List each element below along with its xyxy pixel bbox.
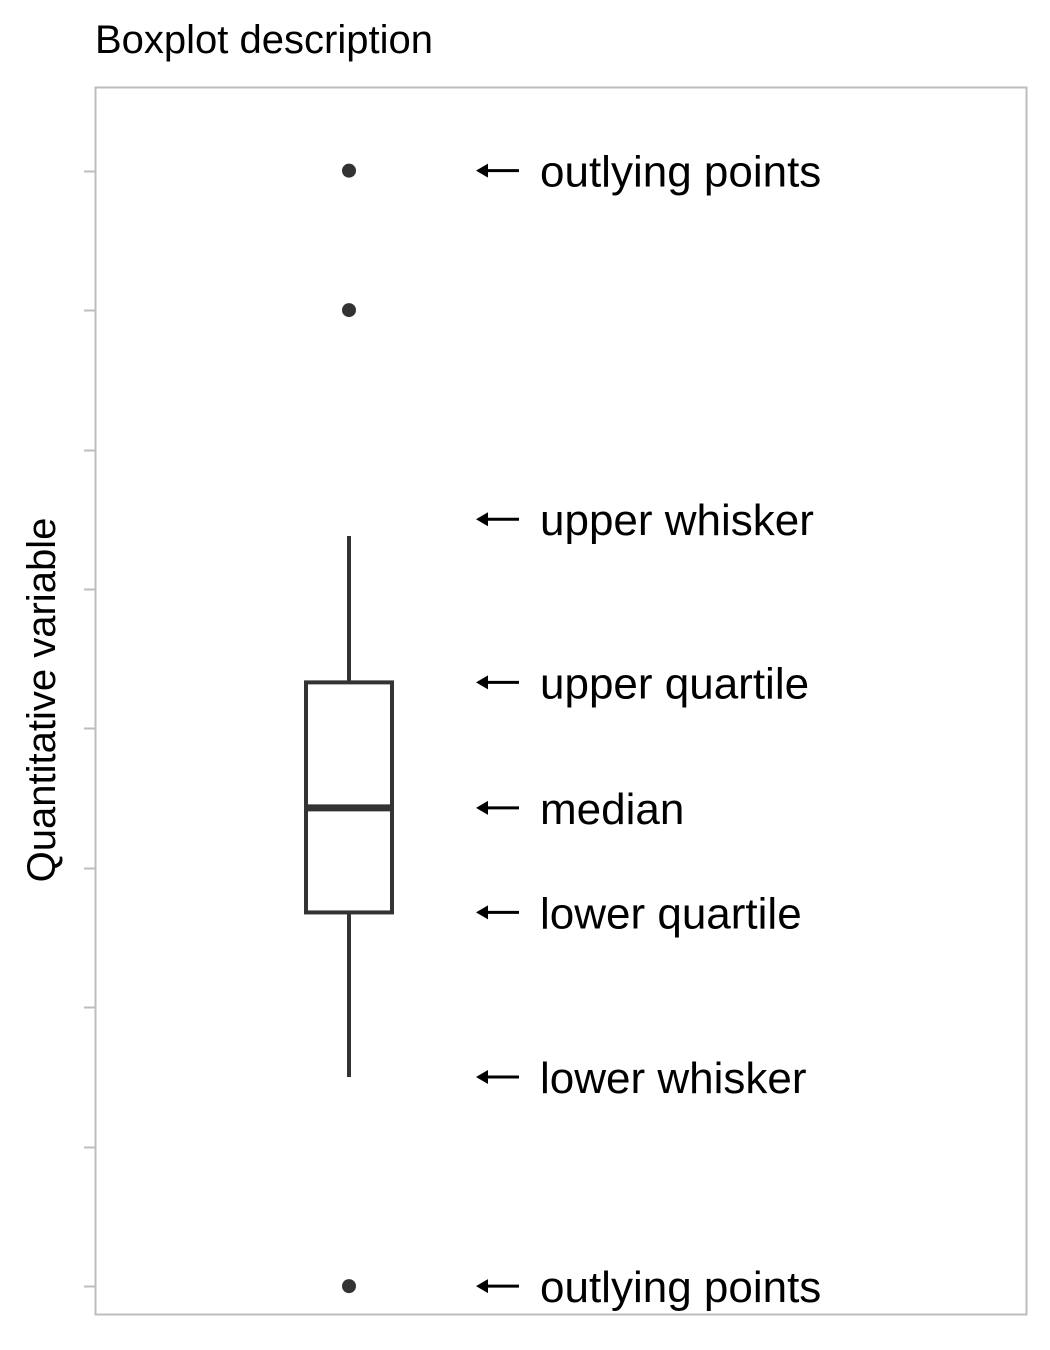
annotation-0: outlying points — [476, 148, 821, 197]
outlier-point-1 — [342, 303, 356, 318]
annotation-3: median — [476, 785, 684, 834]
annotation-arrow-head-6 — [476, 1279, 488, 1294]
outlier-point-0 — [342, 163, 356, 178]
box-element — [304, 535, 394, 1077]
annotation-label-2: upper quartile — [540, 659, 809, 708]
annotation-arrow-head-5 — [476, 1069, 488, 1084]
annotation-5: lower whisker — [476, 1054, 807, 1103]
annotation-arrow-head-1 — [476, 512, 488, 527]
outlier-points — [342, 163, 356, 1294]
annotation-arrow-head-4 — [476, 905, 488, 920]
annotation-label-3: median — [540, 785, 684, 834]
annotations: outlying points upper whisker upper quarti… — [476, 148, 821, 1312]
annotation-arrow-head-2 — [476, 675, 488, 690]
chart-title: Boxplot description — [95, 18, 433, 62]
annotation-label-0: outlying points — [540, 148, 821, 197]
annotation-label-6: outlying points — [540, 1263, 821, 1312]
y-axis-label: Quantitative variable — [20, 518, 64, 883]
annotation-label-4: lower quartile — [540, 889, 802, 938]
annotation-arrow-head-0 — [476, 163, 488, 178]
annotation-1: upper whisker — [476, 496, 814, 545]
y-axis-ticks — [84, 170, 95, 1288]
plot-panel-border — [94, 86, 1028, 1316]
annotation-arrow-head-3 — [476, 800, 488, 815]
annotation-label-5: lower whisker — [540, 1054, 807, 1103]
annotation-6: outlying points — [476, 1263, 821, 1312]
annotation-2: upper quartile — [476, 659, 809, 708]
interquartile-box — [304, 680, 394, 915]
annotation-label-1: upper whisker — [540, 496, 814, 545]
annotation-4: lower quartile — [476, 889, 802, 938]
outlier-point-2 — [342, 1279, 356, 1294]
